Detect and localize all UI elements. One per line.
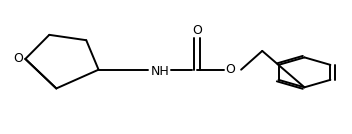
Text: O: O <box>13 52 23 66</box>
Text: O: O <box>192 24 202 37</box>
Text: O: O <box>225 63 235 76</box>
Text: NH: NH <box>151 65 170 78</box>
